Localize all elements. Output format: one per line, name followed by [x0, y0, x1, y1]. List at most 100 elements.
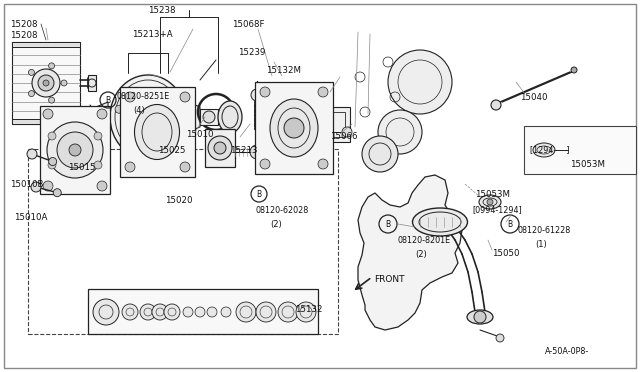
Circle shape — [260, 159, 270, 169]
Circle shape — [125, 92, 135, 102]
Bar — [255, 82, 333, 174]
Text: [0994-1294]: [0994-1294] — [472, 205, 522, 215]
Circle shape — [342, 127, 352, 137]
Text: (1): (1) — [535, 240, 547, 248]
Circle shape — [31, 182, 41, 192]
Bar — [325, 112, 345, 137]
Text: 15010A: 15010A — [14, 212, 47, 221]
Circle shape — [183, 307, 193, 317]
Circle shape — [49, 97, 54, 103]
Circle shape — [32, 69, 60, 97]
Circle shape — [125, 162, 135, 172]
Text: 08120-62028: 08120-62028 — [256, 205, 309, 215]
Text: (2): (2) — [415, 250, 427, 259]
Circle shape — [251, 89, 263, 101]
Circle shape — [49, 63, 54, 69]
Ellipse shape — [533, 143, 555, 157]
Circle shape — [152, 142, 160, 150]
Circle shape — [43, 109, 53, 119]
Text: 15025: 15025 — [158, 145, 186, 154]
Text: B: B — [508, 219, 513, 228]
Circle shape — [362, 136, 398, 172]
Text: 08120-8251E: 08120-8251E — [116, 92, 169, 100]
Bar — [28, 149, 338, 334]
Circle shape — [136, 105, 160, 129]
Circle shape — [43, 80, 49, 86]
Polygon shape — [188, 102, 200, 132]
Text: 15020: 15020 — [165, 196, 193, 205]
Circle shape — [28, 70, 35, 76]
Circle shape — [195, 307, 205, 317]
Circle shape — [97, 181, 107, 191]
Circle shape — [496, 334, 504, 342]
Circle shape — [378, 110, 422, 154]
Text: 15053M: 15053M — [475, 189, 510, 199]
Circle shape — [207, 307, 217, 317]
Circle shape — [61, 80, 67, 86]
Circle shape — [69, 144, 81, 156]
Circle shape — [164, 304, 180, 320]
Text: 15208: 15208 — [10, 19, 38, 29]
Ellipse shape — [270, 99, 318, 157]
Text: 15208: 15208 — [10, 31, 38, 39]
Circle shape — [214, 142, 226, 154]
Circle shape — [144, 113, 152, 121]
Circle shape — [94, 161, 102, 169]
Bar — [12, 42, 80, 47]
Polygon shape — [358, 175, 462, 330]
Text: 15132M: 15132M — [266, 65, 301, 74]
Bar — [120, 87, 195, 177]
Circle shape — [487, 199, 493, 205]
Circle shape — [165, 92, 173, 100]
Circle shape — [221, 307, 231, 317]
Circle shape — [93, 299, 119, 325]
Circle shape — [256, 302, 276, 322]
Circle shape — [180, 92, 190, 102]
Text: B: B — [257, 189, 262, 199]
Text: B: B — [385, 219, 390, 228]
Bar — [205, 129, 235, 167]
Bar — [40, 106, 110, 194]
Text: 15238: 15238 — [148, 6, 175, 15]
Circle shape — [260, 87, 270, 97]
Circle shape — [318, 87, 328, 97]
Text: 08120-8201E: 08120-8201E — [398, 235, 451, 244]
Text: A-50A-0P8-: A-50A-0P8- — [545, 347, 589, 356]
Circle shape — [94, 132, 102, 140]
Circle shape — [236, 302, 256, 322]
Ellipse shape — [218, 101, 242, 133]
Circle shape — [128, 97, 168, 137]
Circle shape — [122, 304, 138, 320]
Text: 15040: 15040 — [520, 93, 547, 102]
Text: 15213: 15213 — [230, 145, 257, 154]
Circle shape — [57, 132, 93, 168]
Text: B: B — [106, 96, 111, 105]
Circle shape — [48, 132, 56, 140]
Circle shape — [491, 100, 501, 110]
Circle shape — [571, 67, 577, 73]
Text: 15068F: 15068F — [232, 19, 264, 29]
Circle shape — [296, 302, 316, 322]
Circle shape — [115, 105, 123, 113]
Circle shape — [48, 161, 56, 169]
Bar — [88, 289, 318, 334]
Circle shape — [92, 109, 100, 117]
Circle shape — [180, 162, 190, 172]
Circle shape — [388, 50, 452, 114]
Circle shape — [53, 189, 61, 197]
Bar — [254, 101, 260, 129]
Circle shape — [97, 109, 107, 119]
Text: [1294-    ]: [1294- ] — [530, 145, 570, 154]
Text: 15066: 15066 — [330, 131, 358, 141]
Ellipse shape — [134, 105, 179, 160]
Circle shape — [28, 90, 35, 97]
Circle shape — [47, 122, 103, 178]
Bar — [320, 107, 350, 142]
Text: 15050: 15050 — [492, 250, 520, 259]
Bar — [88, 75, 96, 91]
Text: 15015: 15015 — [68, 163, 95, 171]
Circle shape — [43, 181, 53, 191]
Circle shape — [318, 159, 328, 169]
Text: 15213+A: 15213+A — [132, 29, 173, 38]
Ellipse shape — [110, 75, 186, 159]
